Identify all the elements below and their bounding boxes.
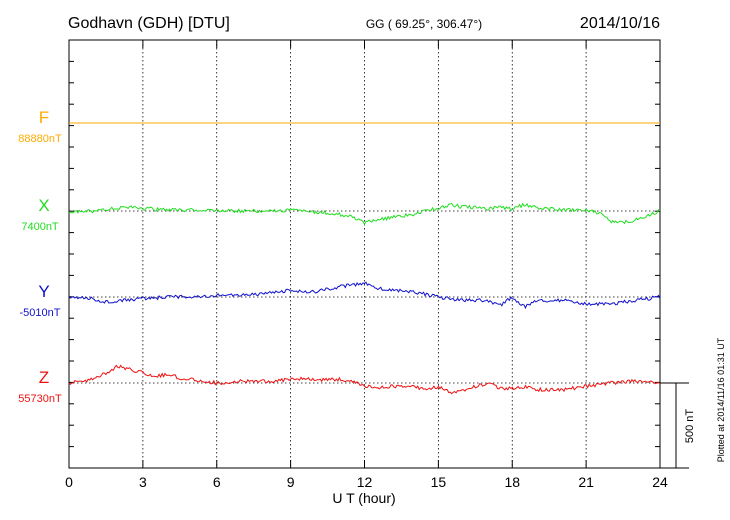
x-tick-label: 0 xyxy=(65,474,73,490)
series-name-f: F xyxy=(39,108,49,127)
series-line-z xyxy=(68,364,661,395)
x-tick-label: 6 xyxy=(213,474,221,490)
x-tick-label: 24 xyxy=(652,474,668,490)
chart-date: 2014/10/16 xyxy=(580,15,660,32)
series-baseline-value-z: 55730nT xyxy=(18,393,62,405)
series-name-z: Z xyxy=(39,368,49,387)
x-tick-label: 12 xyxy=(357,474,373,490)
series-labels: F 88880nT X 7400nT Y -5010nT Z 55730nT xyxy=(18,108,62,405)
plotted-timestamp: Plotted at 2014/11/16 01:31 UT xyxy=(716,337,726,462)
series-lines xyxy=(68,122,661,395)
series-name-y: Y xyxy=(38,282,49,301)
scale-bar-label: 500 nT xyxy=(684,409,696,444)
x-tick-label: 15 xyxy=(431,474,447,490)
x-tick-label: 9 xyxy=(287,474,295,490)
series-line-x xyxy=(68,202,661,226)
series-name-x: X xyxy=(38,196,49,215)
x-tick-label: 3 xyxy=(139,474,147,490)
series-baseline-value-f: 88880nT xyxy=(18,133,62,145)
series-line-y xyxy=(68,281,661,310)
station-title: Godhavn (GDH) [DTU] xyxy=(68,15,230,32)
x-tick-label: 18 xyxy=(504,474,520,490)
vertical-gridlines xyxy=(142,40,587,468)
x-tick-labels: 0 3 6 9 12 15 18 21 24 xyxy=(65,474,668,490)
station-coordinates: GG ( 69.25°, 306.47°) xyxy=(366,17,482,31)
x-tick-label: 21 xyxy=(578,474,594,490)
series-baseline-value-x: 7400nT xyxy=(21,221,59,233)
series-baseline-value-y: -5010nT xyxy=(20,307,61,319)
x-axis-label: U T (hour) xyxy=(332,490,395,506)
scale-bar: 500 nT xyxy=(660,382,696,469)
